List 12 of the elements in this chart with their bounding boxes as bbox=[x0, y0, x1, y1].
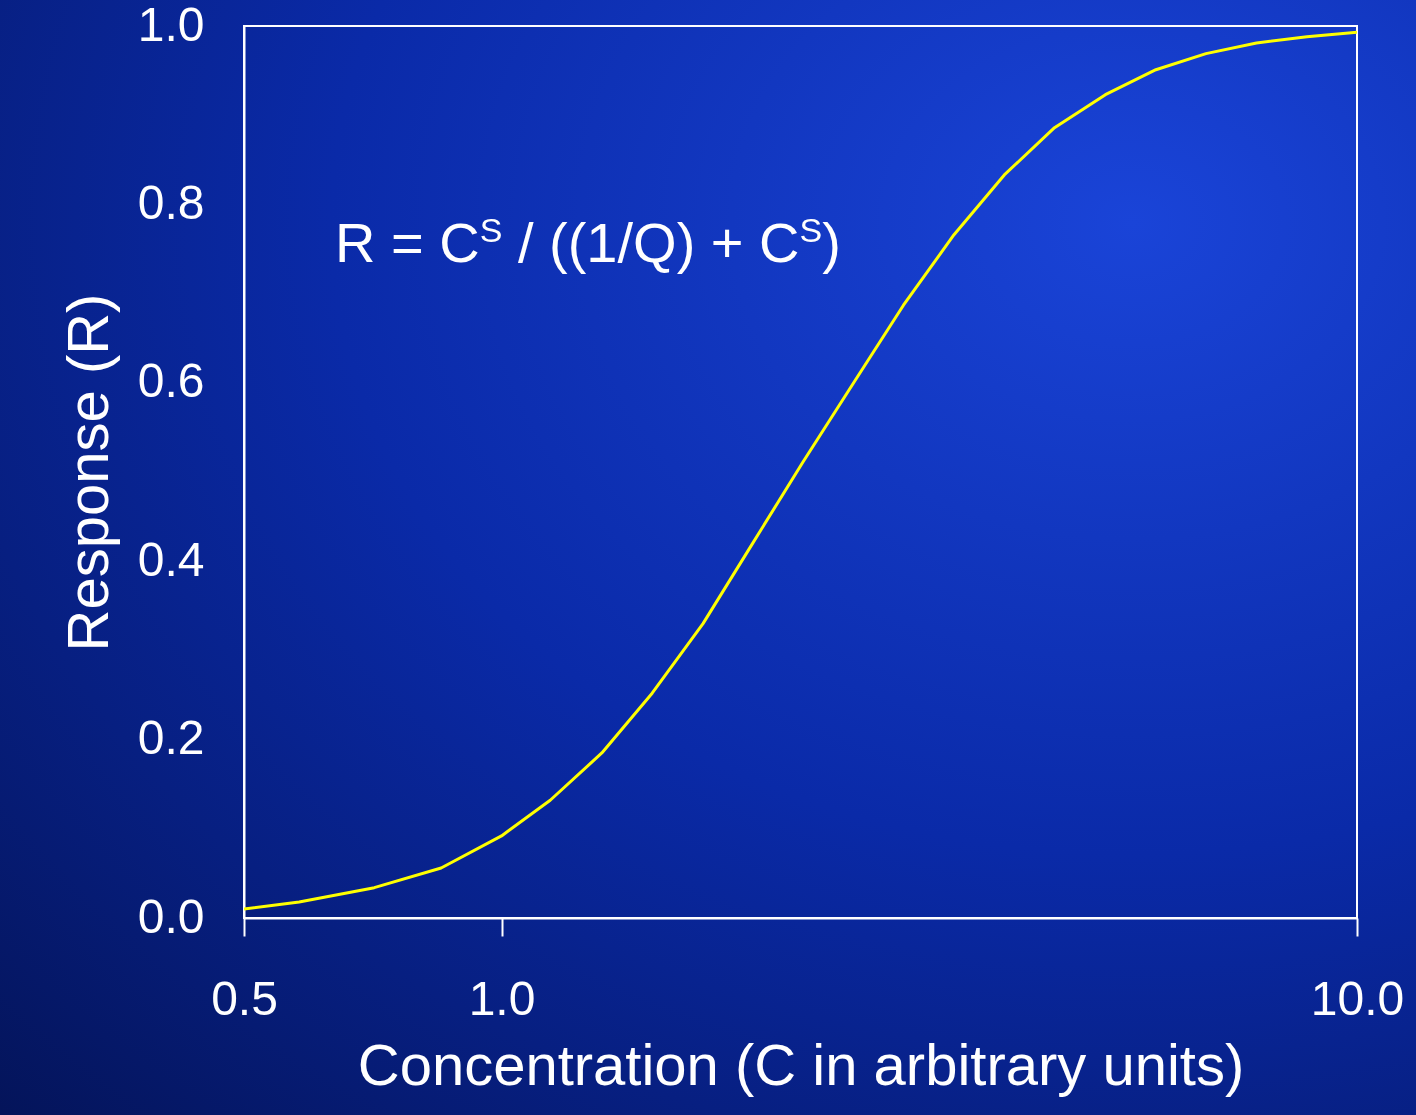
x-tick-label: 0.5 bbox=[211, 971, 278, 1025]
annotation: R = C$^{S}$ / ((1/Q) + C$^{S}$) bbox=[335, 210, 841, 275]
y-tick-label: 0.4 bbox=[137, 532, 205, 586]
x-tick-label: 1.0 bbox=[468, 971, 536, 1025]
y-tick-label: 0.0 bbox=[137, 889, 205, 943]
x-tick-label: 10.0 bbox=[1310, 971, 1405, 1025]
x-axis-title: Concentration (C in arbitrary units) bbox=[357, 1031, 1245, 1097]
y-tick-label: 0.8 bbox=[137, 175, 205, 229]
y-tick-label: 0.6 bbox=[137, 354, 205, 408]
y-axis-title: Response (R) bbox=[54, 293, 120, 652]
y-tick-label: 0.2 bbox=[137, 711, 205, 765]
y-tick-label: 1.0 bbox=[137, 0, 205, 51]
